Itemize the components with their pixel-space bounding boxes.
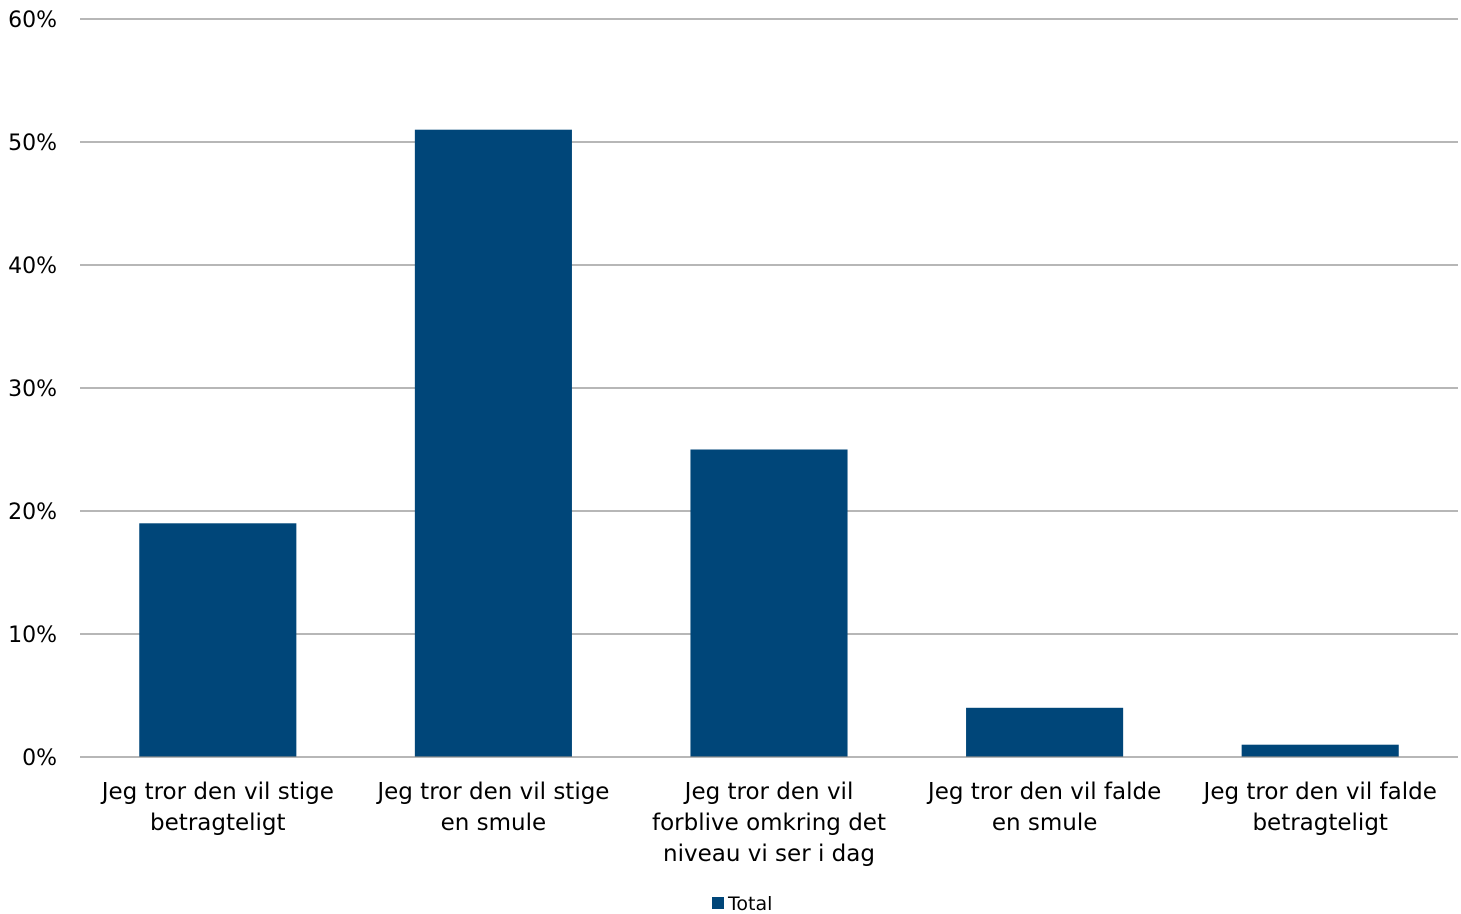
x-tick-label: Jeg tror den vil stige betragteligt <box>100 779 334 836</box>
bar <box>414 129 572 757</box>
y-tick-label: 30% <box>8 377 57 402</box>
x-tick-label-line: Jeg tror den vil falde <box>1202 779 1437 805</box>
x-tick-label: Jeg tror den vil forblive omkring det nive… <box>652 779 886 867</box>
y-tick-label: 50% <box>8 131 57 156</box>
bar <box>139 523 297 757</box>
x-tick-label: Jeg tror den vil falde en smule <box>926 779 1161 836</box>
x-tick-label-line: betragteligt <box>1252 810 1387 836</box>
y-axis: 0% 10% 20% 30% 40% 50% 60% <box>8 8 57 771</box>
legend: Total <box>712 893 772 914</box>
bar <box>966 707 1124 757</box>
x-tick-label: Jeg tror den vil falde betragteligt <box>1202 779 1437 836</box>
y-tick-label: 0% <box>22 746 57 771</box>
bar <box>1241 744 1399 757</box>
x-tick-label-line: betragteligt <box>150 810 285 836</box>
y-tick-label: 40% <box>8 254 57 279</box>
x-tick-label-line: Jeg tror den vil stige <box>375 779 609 805</box>
x-tick-label-line: en smule <box>992 810 1098 836</box>
x-tick-label-line: niveau vi ser i dag <box>663 841 875 867</box>
y-tick-label: 20% <box>8 500 57 525</box>
gridlines <box>80 18 1458 635</box>
x-tick-label-line: Jeg tror den vil falde <box>926 779 1161 805</box>
x-tick-label-line: en smule <box>441 810 547 836</box>
legend-label-total: Total <box>727 893 772 914</box>
x-tick-label-line: Jeg tror den vil <box>683 779 854 805</box>
y-tick-label: 60% <box>8 8 57 33</box>
x-tick-label: Jeg tror den vil stige en smule <box>375 779 609 836</box>
bar-series-total <box>139 129 1399 757</box>
bar <box>690 449 848 757</box>
x-tick-label-line: Jeg tror den vil stige <box>100 779 334 805</box>
x-tick-label-line: forblive omkring det <box>652 810 886 836</box>
legend-swatch-total <box>712 897 724 909</box>
y-tick-label: 10% <box>8 623 57 648</box>
